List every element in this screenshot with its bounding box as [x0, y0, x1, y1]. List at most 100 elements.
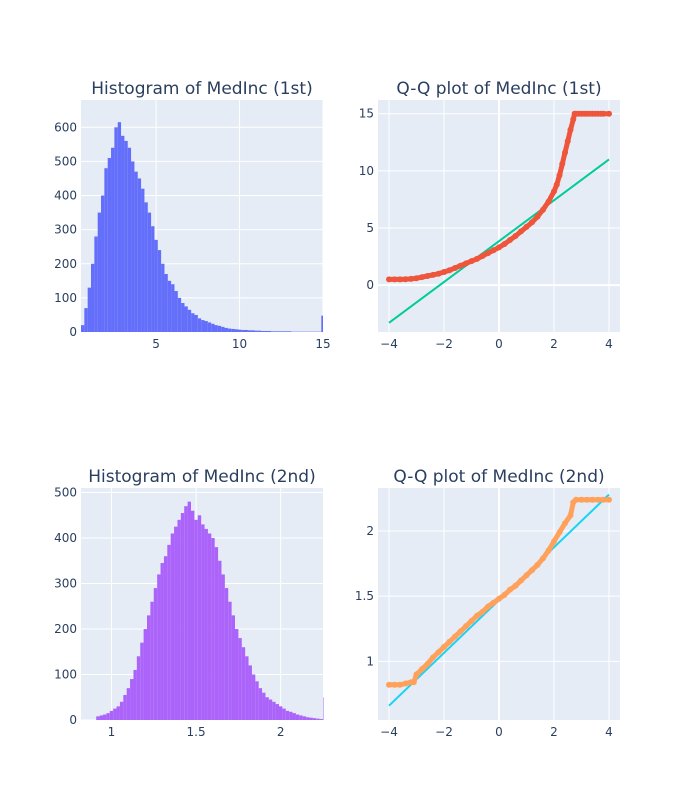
hist1-xtick-label: 5: [152, 337, 160, 351]
qq-plot-1st-title: Q-Q plot of MedInc (1st): [396, 79, 601, 99]
qq2-point: [551, 538, 557, 545]
hist1-bar: [171, 284, 175, 332]
qq2-point: [584, 496, 590, 503]
qq1-point: [446, 267, 453, 274]
hist2-bar: [157, 574, 161, 720]
hist1-xtick-label: 10: [232, 337, 247, 351]
hist1-bar: [144, 202, 148, 332]
hist2-bar: [207, 533, 212, 720]
qq2-point: [606, 496, 612, 503]
qq2-point: [600, 496, 607, 503]
hist1-bar: [147, 212, 152, 332]
hist2-bar: [218, 560, 222, 720]
hist1-bar: [201, 320, 205, 332]
hist2-bar: [285, 710, 290, 720]
hist2-xtick-label: 2: [277, 725, 285, 739]
hist2-bar: [197, 515, 202, 720]
qq2-point: [540, 555, 546, 562]
hist2-bar: [130, 679, 134, 720]
hist1-bar: [234, 329, 238, 332]
qq1-point: [479, 253, 486, 259]
hist1-bar: [161, 263, 165, 332]
qq1-point: [386, 276, 392, 283]
hist2-bar: [109, 710, 114, 720]
hist1-bar: [271, 331, 275, 332]
hist1-bar: [251, 330, 255, 332]
hist2-bar: [255, 681, 259, 720]
qq2-xtick-label: −4: [380, 725, 398, 739]
hist1-bar: [277, 331, 282, 332]
hist2-bar: [258, 688, 263, 720]
qq-plot-2nd-title: Q-Q plot of MedInc (2nd): [393, 467, 604, 487]
qq1-point: [564, 138, 571, 145]
hist1-bar: [267, 330, 272, 332]
qq1-point: [534, 213, 541, 220]
hist1-bar: [191, 313, 195, 332]
qq2-point: [545, 547, 552, 554]
qq1-point: [545, 198, 552, 205]
hist1-ytick-label: 300: [54, 223, 77, 237]
qq1-point: [518, 228, 524, 235]
histogram-1st-title: Histogram of MedInc (1st): [91, 79, 312, 99]
qq1-point: [413, 275, 420, 282]
qq2-point: [413, 671, 420, 678]
qq2-xtick-label: 4: [605, 725, 613, 739]
hist2-bar: [289, 711, 293, 720]
qq2-point: [410, 679, 417, 686]
hist1-ytick-label: 600: [54, 120, 77, 134]
hist1-bar: [111, 147, 115, 332]
qq2-point: [479, 608, 486, 615]
qq1-point: [397, 276, 403, 283]
hist1-bar: [274, 331, 278, 332]
hist1-bar: [231, 328, 235, 332]
hist1-bar: [121, 135, 125, 332]
qq2-point: [424, 660, 431, 667]
qq2-point: [391, 681, 398, 688]
hist1-bar: [107, 158, 112, 332]
qq2-xtick-label: 2: [550, 725, 558, 739]
hist1-bar: [91, 263, 95, 332]
hist2-xtick-label: 1: [108, 725, 116, 739]
qq1-point: [468, 258, 475, 265]
hist2-bar: [103, 714, 107, 720]
hist1-bar: [124, 140, 128, 332]
hist2-ytick-label: 500: [54, 486, 77, 500]
hist1-bar: [127, 147, 132, 332]
hist2-bar: [251, 674, 256, 720]
qq1-point: [507, 237, 513, 243]
hist2-bar: [147, 615, 151, 720]
hist2-bar: [275, 704, 279, 720]
hist1-bar: [237, 329, 242, 332]
qq1-point: [562, 149, 568, 156]
hist2-bar: [116, 706, 120, 720]
qq1-point: [570, 116, 577, 123]
qq2-point: [518, 577, 524, 584]
hist1-bar: [104, 168, 108, 332]
hist1-bar: [131, 161, 135, 332]
hist1-xtick-label: 15: [315, 337, 330, 351]
hist1-bar: [157, 250, 162, 332]
hist2-bar: [187, 501, 191, 720]
hist2-bar: [180, 513, 185, 720]
qq1-xtick-label: 0: [495, 337, 503, 351]
qq2-point: [589, 496, 596, 503]
qq2-point: [512, 582, 519, 589]
hist1-bar: [84, 308, 88, 332]
hist2-bar: [191, 510, 195, 720]
hist1-bar: [211, 323, 215, 332]
qq2-point: [441, 644, 447, 651]
qq1-point: [463, 260, 469, 267]
hist1-bar: [204, 321, 208, 332]
qq2-point: [430, 654, 436, 661]
hist2-bar: [272, 701, 276, 720]
hist2-bar: [268, 699, 273, 720]
hist1-bar: [184, 306, 188, 332]
qq-plot-2nd-panel: Q-Q plot of MedInc (2nd) 1 1.5 2 −4 −2 0 2 4: [355, 467, 620, 739]
qq2-point: [595, 496, 601, 503]
qq1-point: [512, 233, 519, 239]
hist2-bar: [282, 708, 286, 720]
hist1-bar: [174, 291, 178, 332]
hist2-bar: [306, 717, 310, 720]
hist2-bar: [309, 717, 313, 720]
hist2-bar: [312, 718, 317, 720]
